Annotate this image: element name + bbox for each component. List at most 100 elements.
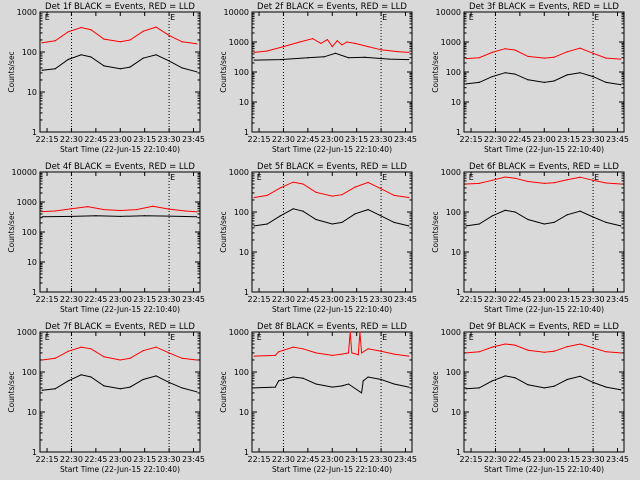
data-point	[393, 353, 395, 355]
data-point	[41, 42, 43, 44]
data-point	[620, 225, 622, 227]
x-tick-label: 23:15	[557, 455, 580, 464]
data-point	[119, 68, 121, 70]
data-point	[119, 215, 121, 218]
data-point	[103, 385, 105, 387]
data-point	[351, 352, 353, 354]
data-point	[302, 377, 304, 379]
x-tick-label: 23:30	[370, 135, 393, 144]
data-point	[54, 357, 56, 359]
x-tick-label: 23:45	[394, 295, 417, 304]
y-tick-label: 1000	[229, 38, 249, 47]
x-tick-label: 22:30	[272, 135, 295, 144]
y-tick-label: 100	[446, 368, 461, 377]
data-point	[119, 209, 121, 212]
data-point	[103, 208, 105, 211]
y-tick-label: 1	[32, 128, 37, 137]
data-point	[543, 81, 545, 84]
data-point	[491, 215, 493, 217]
data-point	[514, 177, 516, 179]
data-point	[465, 225, 467, 227]
data-point	[347, 57, 350, 59]
data-point	[312, 37, 314, 40]
marker-label: E	[469, 13, 474, 22]
chart-title: Det 3f BLACK = Events, RED = LLD	[469, 2, 619, 12]
x-tick-label: 23:30	[370, 455, 393, 464]
data-point	[302, 210, 304, 212]
data-point	[465, 183, 467, 185]
data-point	[347, 383, 350, 385]
x-tick-label: 23:45	[394, 135, 417, 144]
x-tick-label: 22:45	[84, 295, 107, 304]
data-point	[605, 57, 607, 59]
x-tick-label: 22:45	[508, 135, 531, 144]
data-point	[620, 58, 622, 60]
chart-title: Det 4f BLACK = Events, RED = LLD	[45, 162, 195, 172]
data-point	[302, 183, 304, 185]
data-point	[119, 359, 121, 361]
data-point	[579, 72, 581, 74]
data-point	[67, 58, 69, 61]
panel-3: Det 3f BLACK = Events, RED = LLD 1 10 100 10…	[431, 2, 629, 154]
x-tick-label: 23:30	[158, 135, 181, 144]
y-tick-label: 1	[244, 448, 249, 457]
marker-label: E	[594, 13, 599, 22]
data-point	[620, 352, 622, 354]
data-point	[41, 69, 43, 71]
data-point	[408, 355, 410, 357]
y-axis-label: Counts/sec	[431, 211, 440, 252]
x-tick-label: 23:00	[533, 455, 556, 464]
plot-frame	[251, 11, 413, 133]
x-tick-label: 22:15	[36, 455, 59, 464]
x-tick-label: 22:15	[248, 295, 271, 304]
y-axis-label: Counts/sec	[219, 371, 228, 412]
data-point	[388, 58, 390, 60]
data-point	[326, 39, 328, 41]
data-point	[168, 208, 170, 210]
data-point	[620, 183, 622, 185]
data-point	[129, 66, 131, 68]
data-point	[292, 181, 294, 183]
x-tick-label: 22:15	[248, 135, 271, 144]
data-point	[620, 84, 622, 86]
data-point	[543, 387, 545, 389]
y-tick-label: 100	[446, 68, 461, 77]
x-axis-label: Start Time (22-Jun-15 22:10:40)	[60, 145, 180, 154]
data-point	[70, 208, 73, 210]
marker-label: E	[382, 173, 387, 182]
data-point	[90, 376, 92, 378]
data-point	[465, 83, 467, 85]
data-point	[566, 179, 568, 181]
data-point	[168, 215, 170, 217]
series-line	[42, 26, 197, 45]
x-tick-label: 23:15	[345, 455, 368, 464]
data-point	[253, 51, 255, 54]
series-line	[466, 375, 621, 391]
data-point	[129, 357, 131, 359]
x-tick-label: 22:30	[60, 135, 83, 144]
data-point	[566, 74, 568, 76]
y-tick-label: 10000	[12, 168, 37, 177]
panel-7: Det 7f BLACK = Events, RED = LLD 1 10 100 10…	[7, 322, 205, 474]
data-point	[380, 188, 382, 190]
chart-title: Det 8f BLACK = Events, RED = LLD	[257, 322, 407, 332]
data-point	[253, 387, 255, 389]
y-tick-label: 1	[32, 288, 37, 297]
data-point	[360, 392, 363, 394]
marker-label: E	[45, 13, 50, 22]
x-axis-label: Start Time (22-Jun-15 22:10:40)	[484, 145, 604, 154]
plot-frame	[463, 11, 625, 133]
data-point	[478, 81, 480, 84]
x-tick-label: 23:15	[133, 295, 156, 304]
y-tick-label: 10000	[224, 8, 249, 17]
data-point	[527, 384, 529, 386]
x-tick-label: 23:45	[394, 455, 417, 464]
x-tick-label: 23:15	[557, 135, 580, 144]
data-point	[331, 195, 333, 197]
data-point	[196, 216, 198, 218]
plot-frame	[39, 171, 201, 293]
data-point	[253, 355, 255, 357]
data-point	[354, 42, 356, 44]
y-tick-label: 10	[239, 408, 249, 417]
data-point	[592, 381, 594, 383]
